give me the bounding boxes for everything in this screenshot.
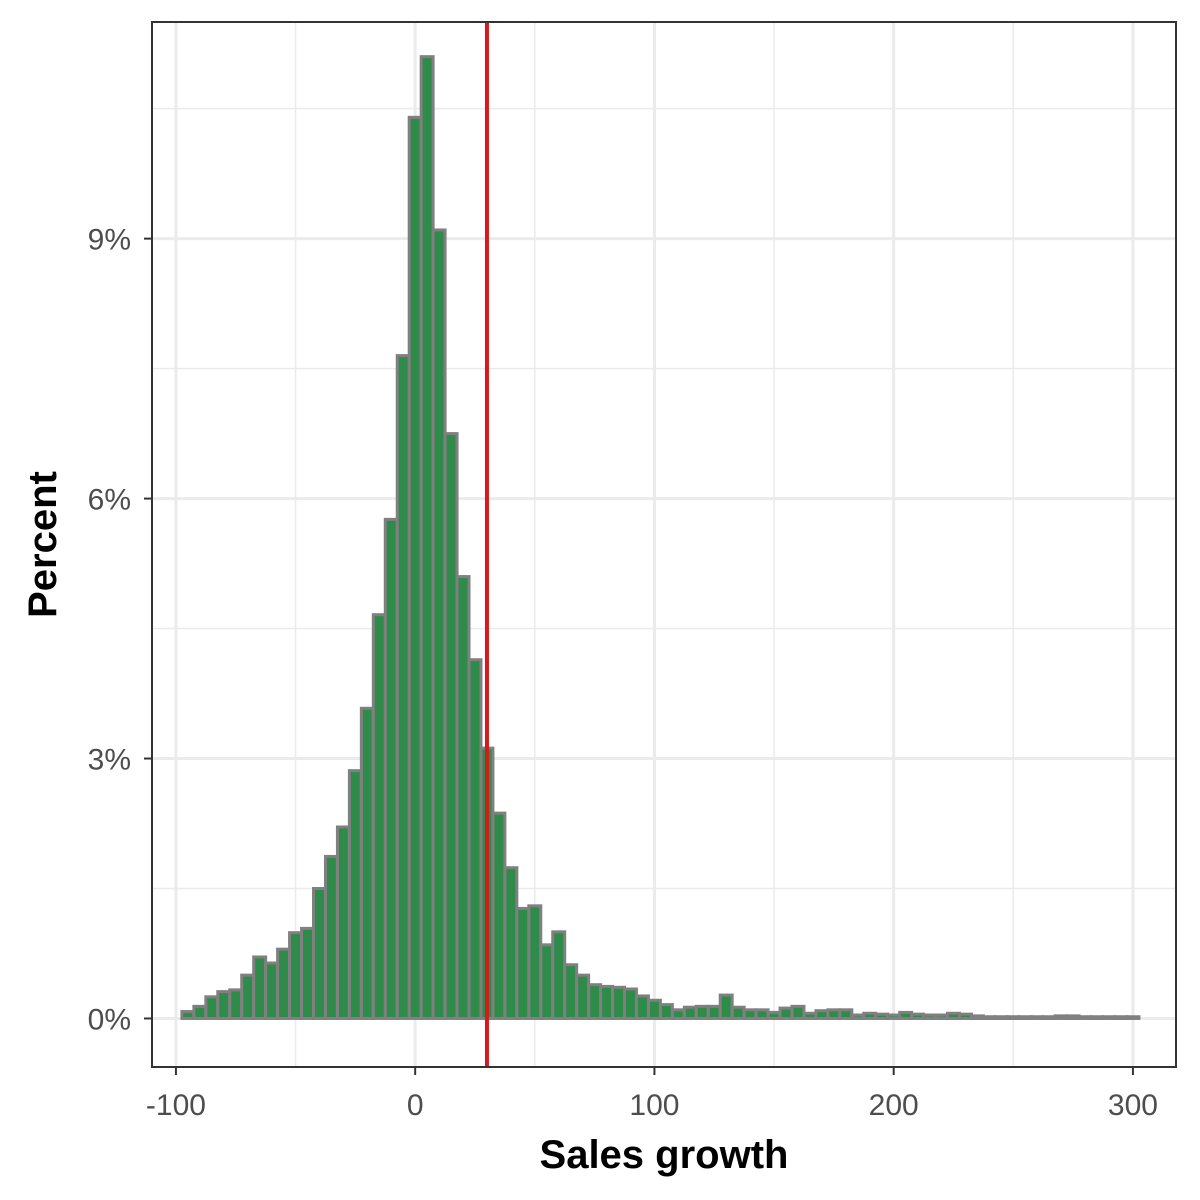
x-tick-label: 300 bbox=[1108, 1089, 1158, 1122]
histogram-bar bbox=[874, 1012, 890, 1020]
histogram-bar bbox=[1017, 1015, 1033, 1020]
histogram-bar bbox=[1077, 1015, 1093, 1020]
histogram-bar bbox=[706, 1004, 722, 1020]
histogram-bar bbox=[946, 1011, 961, 1020]
histogram-bar bbox=[180, 1010, 196, 1020]
grid-minor bbox=[152, 22, 1176, 1067]
x-tick-label: 0 bbox=[407, 1089, 424, 1122]
x-tick-label: 200 bbox=[869, 1089, 919, 1122]
histogram-bar bbox=[1005, 1015, 1021, 1020]
y-tick-label: 0% bbox=[88, 1003, 131, 1036]
histogram-bar bbox=[1101, 1015, 1117, 1020]
histogram-bar bbox=[228, 988, 244, 1020]
histogram-bar bbox=[694, 1004, 710, 1020]
histogram-bar bbox=[300, 926, 315, 1020]
y-tick-labels: 0% 3% 6% 9% bbox=[88, 224, 131, 1037]
histogram-bar bbox=[407, 115, 423, 1020]
histogram-bar bbox=[1053, 1014, 1069, 1020]
histogram-bar bbox=[922, 1013, 938, 1020]
axis-ticks bbox=[144, 237, 1134, 1075]
histogram-bar bbox=[204, 995, 220, 1020]
histogram-bar bbox=[443, 432, 459, 1020]
histogram-bar bbox=[1089, 1015, 1105, 1020]
histogram-bar bbox=[527, 904, 543, 1020]
panel-border bbox=[151, 21, 1177, 1068]
histogram-bar bbox=[778, 1006, 794, 1020]
histogram-bar bbox=[898, 1010, 914, 1020]
histogram-bar bbox=[383, 517, 399, 1020]
histogram-bar bbox=[634, 994, 650, 1020]
histogram-bar bbox=[599, 984, 615, 1020]
histogram-bar bbox=[276, 947, 292, 1020]
histogram-bar bbox=[814, 1009, 830, 1020]
x-tick-label: -100 bbox=[146, 1089, 206, 1122]
histogram-bar bbox=[934, 1013, 950, 1020]
histogram-bar bbox=[718, 993, 734, 1020]
y-axis-title: Percent bbox=[21, 471, 65, 618]
histogram-bar bbox=[611, 985, 627, 1020]
histogram-bar bbox=[467, 658, 483, 1020]
histogram-bar bbox=[886, 1013, 902, 1020]
histogram-bar bbox=[455, 575, 471, 1020]
histogram-bar bbox=[969, 1014, 985, 1020]
histogram-bar bbox=[1125, 1015, 1141, 1020]
histogram-bar bbox=[347, 769, 363, 1020]
histogram-bar bbox=[359, 706, 375, 1020]
histogram-bar bbox=[682, 1005, 698, 1020]
histogram-bar bbox=[288, 931, 304, 1020]
histogram-bar bbox=[754, 1008, 770, 1020]
histogram-bar bbox=[670, 1008, 686, 1020]
histogram-bar bbox=[335, 825, 351, 1020]
y-tick-label: 6% bbox=[88, 484, 131, 517]
histogram-bar bbox=[491, 811, 507, 1020]
histogram-bar bbox=[730, 1005, 746, 1020]
histogram-bar bbox=[790, 1004, 806, 1020]
histogram-bar bbox=[802, 1011, 818, 1020]
histogram-bar bbox=[431, 228, 447, 1020]
grid-major bbox=[152, 22, 1176, 1067]
histogram-bar bbox=[419, 55, 435, 1020]
histogram-bar bbox=[623, 987, 638, 1020]
histogram-bar bbox=[515, 906, 531, 1020]
histogram-bar bbox=[850, 1013, 866, 1020]
histogram-bar bbox=[587, 983, 603, 1020]
histogram-bars bbox=[180, 55, 1141, 1020]
histogram-bar bbox=[371, 613, 387, 1020]
y-tick-label: 3% bbox=[88, 744, 131, 777]
histogram-bar bbox=[1065, 1014, 1081, 1020]
histogram-bar bbox=[658, 1003, 674, 1020]
histogram-bar bbox=[539, 943, 555, 1020]
y-tick-label: 9% bbox=[88, 224, 131, 257]
histogram-bar bbox=[563, 963, 579, 1020]
histogram-bar bbox=[993, 1015, 1009, 1020]
histogram-bar bbox=[395, 354, 411, 1020]
x-tick-label: 100 bbox=[629, 1089, 679, 1122]
histogram-bar bbox=[503, 866, 519, 1020]
histogram-bar bbox=[1029, 1015, 1045, 1020]
histogram-bar bbox=[957, 1012, 973, 1020]
histogram-bar bbox=[264, 961, 280, 1020]
histogram-bar bbox=[1041, 1015, 1057, 1020]
histogram-bar bbox=[192, 1004, 208, 1020]
histogram-bar bbox=[766, 1010, 782, 1020]
histogram-bar bbox=[646, 998, 662, 1020]
x-axis-title: Sales growth bbox=[540, 1133, 789, 1177]
histogram-bar bbox=[551, 930, 567, 1020]
histogram-bar bbox=[323, 854, 339, 1020]
histogram-bar bbox=[862, 1011, 878, 1020]
histogram-bar bbox=[252, 955, 268, 1020]
histogram-bar bbox=[742, 1008, 758, 1020]
histogram-bar bbox=[216, 990, 232, 1020]
histogram-bar bbox=[826, 1008, 842, 1020]
histogram-bar bbox=[981, 1015, 997, 1020]
histogram-bar bbox=[575, 973, 591, 1020]
x-tick-labels: -100 0 100 200 300 bbox=[146, 1089, 1158, 1122]
histogram-bar bbox=[910, 1012, 926, 1020]
histogram-bar bbox=[1113, 1015, 1129, 1020]
histogram-bar bbox=[240, 973, 256, 1020]
histogram-bar bbox=[311, 887, 327, 1020]
histogram-bar bbox=[838, 1008, 854, 1020]
